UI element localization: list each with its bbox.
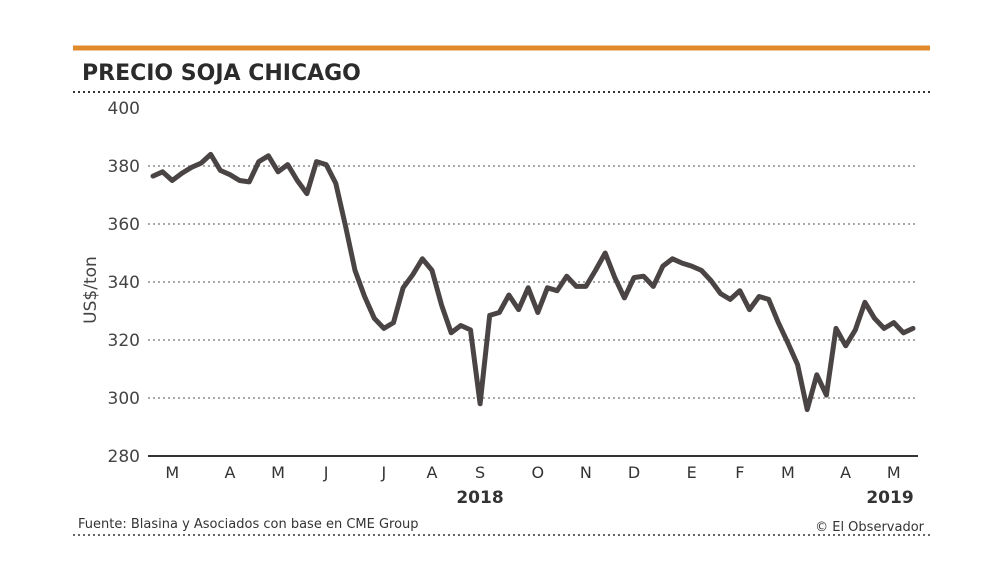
chart-title: PRECIO SOJA CHICAGO — [82, 61, 361, 86]
x-tick-label: J — [323, 463, 329, 482]
x-tick-label: O — [532, 463, 545, 482]
y-tick-label: 400 — [108, 99, 140, 119]
y-axis-label: US$/ton — [81, 256, 101, 324]
year-label: 2018 — [456, 488, 503, 508]
x-tick-label: J — [381, 463, 387, 482]
year-label: 2019 — [866, 488, 913, 508]
x-tick-label: A — [224, 463, 235, 482]
y-tick-label: 280 — [108, 447, 140, 467]
y-tick-label: 340 — [108, 273, 140, 293]
y-tick-label: 360 — [108, 215, 140, 235]
y-tick-label: 300 — [108, 389, 140, 409]
credit: © El Observador — [815, 520, 925, 535]
price-line — [150, 151, 916, 413]
y-tick-label: 380 — [108, 157, 140, 177]
x-tick-label: N — [580, 463, 592, 482]
x-tick-label: A — [840, 463, 851, 482]
x-tick-label: M — [165, 463, 179, 482]
x-tick-label: F — [735, 463, 744, 482]
y-tick-label: 320 — [108, 331, 140, 351]
x-tick-label: D — [628, 463, 640, 482]
x-tick-label: M — [781, 463, 795, 482]
x-tick-label: A — [427, 463, 438, 482]
x-tick-label: S — [475, 463, 485, 482]
x-tick-label: M — [887, 463, 901, 482]
x-tick-label: E — [687, 463, 697, 482]
source: Fuente: Blasina y Asociados con base en … — [78, 517, 419, 532]
x-tick-label: M — [271, 463, 285, 482]
